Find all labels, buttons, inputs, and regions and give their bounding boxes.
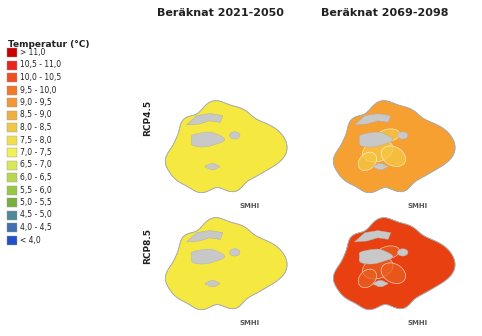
Polygon shape (373, 164, 388, 170)
Polygon shape (358, 152, 376, 171)
Text: 9,5 - 10,0: 9,5 - 10,0 (20, 85, 56, 94)
Text: SMHI: SMHI (408, 203, 428, 209)
Polygon shape (229, 132, 240, 139)
Bar (7, 210, 17, 219)
Text: 5,0 - 5,5: 5,0 - 5,5 (20, 198, 52, 207)
Text: 6,5 - 7,0: 6,5 - 7,0 (20, 161, 52, 169)
Polygon shape (187, 114, 223, 125)
Text: 9,0 - 9,5: 9,0 - 9,5 (20, 98, 52, 107)
Bar (7, 123, 17, 132)
Polygon shape (362, 140, 393, 162)
Text: 4,5 - 5,0: 4,5 - 5,0 (20, 210, 52, 219)
Text: Beräknat 2069-2098: Beräknat 2069-2098 (321, 8, 449, 18)
Bar (7, 135, 17, 144)
Bar (7, 173, 17, 182)
Text: < 4,0: < 4,0 (20, 236, 41, 245)
Bar (7, 48, 17, 57)
Polygon shape (229, 249, 240, 256)
Bar (7, 185, 17, 195)
Text: 10,5 - 11,0: 10,5 - 11,0 (20, 60, 61, 70)
Text: Beräknat 2021-2050: Beräknat 2021-2050 (157, 8, 283, 18)
Text: SMHI: SMHI (240, 320, 260, 326)
Bar (7, 73, 17, 82)
Bar (7, 148, 17, 157)
Polygon shape (373, 281, 388, 287)
Polygon shape (205, 281, 220, 287)
Polygon shape (359, 249, 393, 264)
Polygon shape (381, 146, 406, 167)
Bar (7, 98, 17, 107)
Text: SMHI: SMHI (240, 203, 260, 209)
Polygon shape (362, 257, 393, 279)
Text: RCP4.5: RCP4.5 (144, 100, 152, 136)
Polygon shape (354, 230, 391, 242)
Polygon shape (359, 132, 393, 147)
Text: 10,0 - 10,5: 10,0 - 10,5 (20, 73, 61, 82)
Text: > 11,0: > 11,0 (20, 48, 45, 57)
Polygon shape (205, 164, 220, 170)
Polygon shape (377, 246, 400, 259)
Polygon shape (165, 218, 287, 310)
Polygon shape (354, 114, 391, 125)
Polygon shape (377, 129, 400, 142)
Bar (7, 223, 17, 232)
Polygon shape (398, 132, 408, 139)
Text: Temperatur (°C): Temperatur (°C) (8, 40, 90, 49)
Polygon shape (334, 218, 455, 310)
Text: 4,0 - 4,5: 4,0 - 4,5 (20, 223, 52, 232)
Polygon shape (191, 249, 225, 264)
Text: 7,5 - 8,0: 7,5 - 8,0 (20, 135, 52, 144)
Polygon shape (191, 132, 225, 147)
Polygon shape (358, 269, 376, 288)
Bar (7, 236, 17, 245)
Polygon shape (398, 249, 408, 256)
Text: RCP8.5: RCP8.5 (144, 228, 152, 264)
Text: 6,0 - 6,5: 6,0 - 6,5 (20, 173, 52, 182)
Bar (7, 198, 17, 207)
Bar (7, 60, 17, 70)
Bar (7, 111, 17, 120)
Polygon shape (165, 101, 287, 193)
Bar (7, 85, 17, 94)
Text: 8,5 - 9,0: 8,5 - 9,0 (20, 111, 52, 120)
Polygon shape (334, 101, 455, 193)
Polygon shape (381, 263, 406, 284)
Text: 7,0 - 7,5: 7,0 - 7,5 (20, 148, 52, 157)
Polygon shape (187, 230, 223, 242)
Bar (7, 161, 17, 169)
Text: 5,5 - 6,0: 5,5 - 6,0 (20, 185, 52, 195)
Text: 8,0 - 8,5: 8,0 - 8,5 (20, 123, 52, 132)
Text: SMHI: SMHI (408, 320, 428, 326)
